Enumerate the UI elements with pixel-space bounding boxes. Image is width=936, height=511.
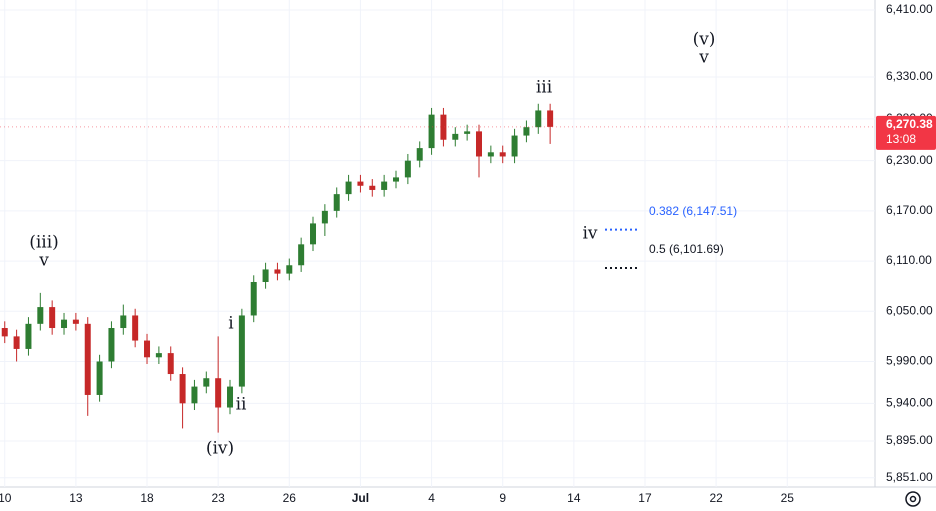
x-tick-label: 4 (428, 491, 435, 505)
candle-body (547, 110, 554, 127)
candle-body (13, 336, 20, 349)
wave-label: v (38, 251, 49, 271)
candle-body (167, 353, 174, 375)
settings-button[interactable] (905, 491, 921, 507)
candle-body (357, 181, 364, 186)
y-tick-label: 6,050.00 (886, 303, 933, 317)
settings-icon-inner[interactable] (909, 495, 917, 503)
last-price-label: 6,270.38 (886, 117, 933, 131)
x-tick-label: 23 (211, 491, 225, 505)
wave-label: iv (582, 224, 597, 244)
candle-body (203, 378, 210, 387)
candle-body (274, 269, 281, 274)
y-tick-label: 6,330.00 (886, 69, 933, 83)
x-tick-label: 10 (0, 491, 12, 505)
candle-body (487, 152, 494, 157)
candle-body (369, 185, 376, 190)
candle-body (37, 307, 44, 324)
x-tick-label: 13 (69, 491, 83, 505)
candle-body (238, 315, 245, 387)
countdown-label: 13:08 (886, 132, 916, 146)
y-tick-label: 6,230.00 (886, 153, 933, 167)
candle-body (321, 210, 328, 224)
wave-label: ii (236, 395, 247, 415)
candle-body (179, 374, 186, 404)
candle-body (250, 281, 257, 316)
candle-body (96, 361, 103, 395)
wave-label: (v) (693, 30, 716, 50)
candle-body (61, 319, 68, 329)
candle-body (84, 323, 91, 395)
y-tick-label: 5,990.00 (886, 354, 933, 368)
x-tick-label: 9 (499, 491, 506, 505)
candle-body (191, 386, 198, 404)
candle-body (298, 244, 305, 266)
candle-body (72, 319, 79, 324)
candle-body (227, 386, 234, 408)
candle-body (535, 110, 542, 128)
wave-label: i (228, 314, 234, 334)
candle-body (464, 131, 471, 134)
candle-body (475, 131, 482, 157)
candle-body (440, 114, 447, 140)
last-price-badge (876, 115, 936, 150)
candle-body (1, 328, 8, 337)
candle-body (286, 265, 293, 274)
candle-body (25, 323, 32, 349)
candle-body (144, 340, 151, 358)
wave-label: v (698, 48, 709, 68)
candle-body (310, 223, 317, 245)
y-tick-label: 5,895.00 (886, 433, 933, 447)
y-tick-label: 6,110.00 (886, 253, 932, 267)
settings-icon[interactable] (905, 491, 921, 507)
x-tick-label: Jul (352, 491, 369, 505)
candle-body (120, 315, 127, 329)
y-tick-label: 5,851.00 (886, 470, 933, 484)
candle-body (393, 177, 400, 182)
fib-level-label: 0.5 (6,101.69) (649, 242, 724, 256)
fib-level-label: 0.382 (6,147.51) (649, 204, 737, 218)
x-tick-label: 26 (283, 491, 297, 505)
candle-body (416, 148, 423, 161)
candle-body (333, 194, 340, 211)
wave-label: (iii) (29, 233, 59, 253)
candle-body (499, 152, 506, 157)
x-tick-label: 22 (709, 491, 723, 505)
y-tick-label: 6,170.00 (886, 203, 933, 217)
candle-body (262, 269, 269, 282)
x-tick-label: 25 (781, 491, 795, 505)
candle-body (404, 160, 411, 178)
y-tick-label: 6,410.00 (886, 2, 933, 16)
candle-body (511, 135, 518, 157)
candle-body (452, 133, 459, 140)
x-tick-label: 14 (567, 491, 581, 505)
candle-body (49, 307, 56, 329)
candle-body (428, 114, 435, 149)
candle-body (132, 315, 139, 341)
candle-body (523, 127, 530, 136)
candle-body (155, 353, 162, 358)
candle-body (381, 181, 388, 190)
candle-body (215, 378, 222, 408)
x-tick-label: 18 (140, 491, 154, 505)
x-tick-label: 17 (638, 491, 652, 505)
candle-body (345, 181, 352, 195)
y-tick-label: 5,940.00 (886, 395, 933, 409)
wave-label: (iv) (206, 439, 234, 459)
wave-label: iii (536, 78, 553, 98)
candle-body (108, 328, 115, 362)
